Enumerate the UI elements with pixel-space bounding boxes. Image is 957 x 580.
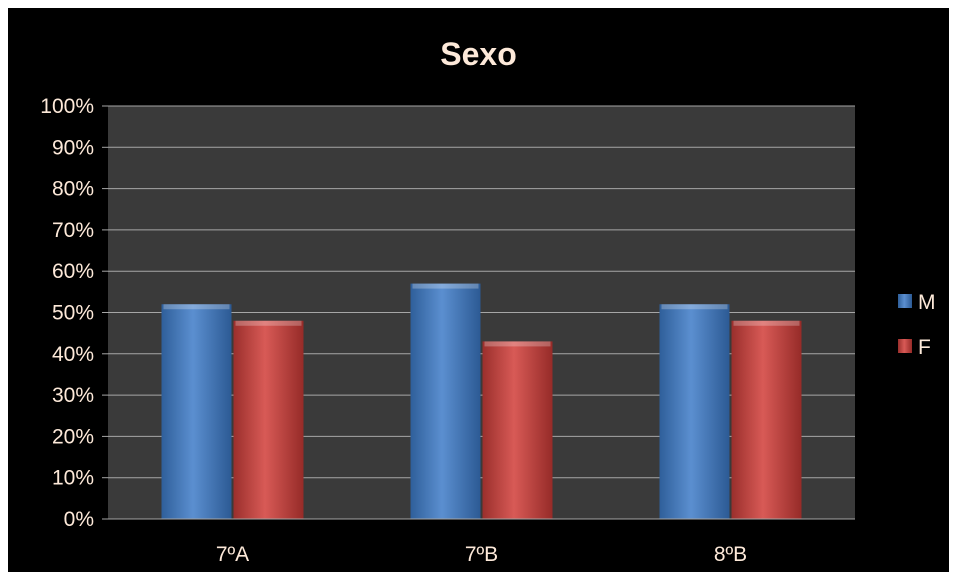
legend-label-f: F [918,336,931,359]
bar-highlight [484,341,551,347]
y-tick-label: 100% [40,95,94,118]
bar-f [482,341,553,519]
x-tick-label: 7ºA [216,543,249,566]
y-tick-label: 10% [52,467,94,490]
chart-title: Sexo [440,36,517,72]
y-tick-label: 70% [52,219,94,242]
chart-frame: Sexo 0% 10% 20% 30% 40% 50% 60% 70% 80% 90% 100% 7º… [8,8,949,572]
y-tick-label: 50% [52,302,94,325]
bar-f [233,320,304,519]
legend-swatch-m [898,294,912,308]
axes: 0% 10% 20% 30% 40% 50% 60% 70% 80% 90% 100% 7ºA 7ºB 8… [40,95,855,566]
bar-m [659,304,730,519]
bar-chart: 0% 10% 20% 30% 40% 50% 60% 70% 80% 90% 100% 7ºA 7ºB 8… [40,95,936,566]
y-tick-label: 30% [52,384,94,407]
legend-swatch-f [898,339,912,353]
bar-highlight [163,304,230,310]
y-tick-label: 0% [64,508,94,531]
y-tick-label: 90% [52,136,94,159]
y-tick-label: 80% [52,178,94,201]
bars [161,283,802,519]
x-tick-label: 7ºB [465,543,498,566]
bar-highlight [661,304,728,310]
bar-f [731,320,802,519]
x-tick-label: 8ºB [714,543,747,566]
bar-highlight [733,320,800,326]
bar-highlight [412,283,479,289]
y-tick-label: 40% [52,343,94,366]
bar-m [410,283,481,519]
y-tick-label: 20% [52,425,94,448]
legend: MF [898,291,936,359]
bar-highlight [235,320,302,326]
bar-m [161,304,232,519]
gridlines [108,105,855,479]
y-tick-label: 60% [52,260,94,283]
legend-label-m: M [918,291,936,314]
